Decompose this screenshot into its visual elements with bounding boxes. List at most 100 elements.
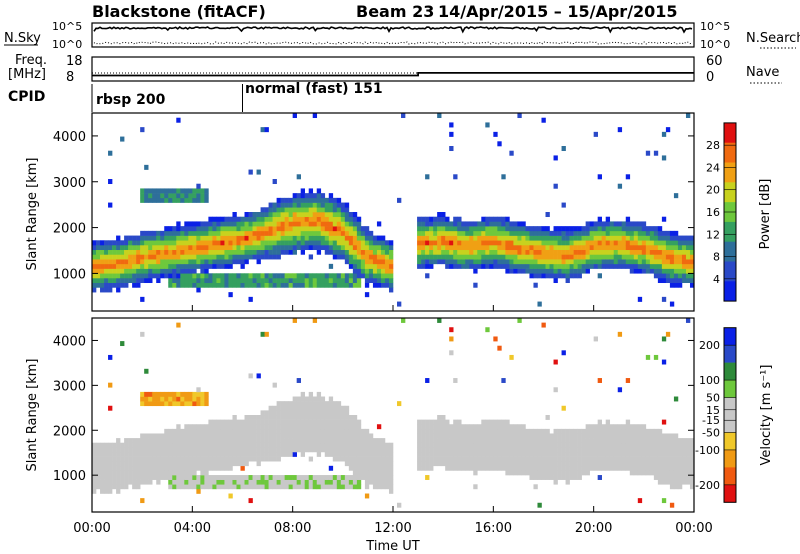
- power-cell: [689, 263, 695, 269]
- velocity-cell: [144, 451, 149, 457]
- power-cell: [148, 245, 153, 251]
- velocity-cell: [581, 442, 586, 448]
- velocity-cell: [300, 447, 305, 453]
- power-cell: [340, 202, 346, 208]
- power-cell: [252, 226, 257, 232]
- velocity-cell: [252, 428, 257, 434]
- power-cell: [388, 273, 394, 279]
- velocity-cell: [268, 405, 273, 411]
- power-cell: [172, 278, 177, 284]
- velocity-cell: [677, 456, 683, 462]
- power-cell: [320, 193, 326, 199]
- power-cell: [653, 245, 659, 251]
- power-cell: [372, 278, 378, 284]
- velocity-cell: [481, 465, 486, 471]
- velocity-cell: [156, 447, 161, 453]
- power-cell: [308, 202, 314, 208]
- velocity-cell: [188, 424, 193, 430]
- velocity-cell: [513, 424, 518, 430]
- power-cell: [445, 221, 450, 227]
- velocity-cell: [248, 442, 253, 448]
- power-cell: [268, 240, 273, 246]
- power-cell: [457, 263, 462, 269]
- velocity-cell: [360, 475, 366, 480]
- velocity-cell: [128, 456, 133, 462]
- power-cell: [501, 240, 506, 246]
- velocity-cell: [140, 465, 145, 471]
- velocity-cell: [172, 442, 177, 448]
- velocity-cell: [509, 447, 514, 453]
- power-cell: [332, 207, 338, 213]
- power-cell: [316, 202, 322, 208]
- velocity-cell: [469, 451, 474, 457]
- velocity-cell: [244, 419, 249, 425]
- velocity-cell: [156, 433, 161, 439]
- power-cell: [665, 268, 671, 274]
- power-cell: [541, 254, 546, 260]
- power-cell: [517, 240, 522, 246]
- power-cell: [685, 254, 691, 260]
- velocity-cell: [372, 475, 378, 480]
- velocity-cell: [128, 461, 133, 467]
- velocity-cell: [657, 451, 663, 457]
- velocity-cell: [445, 447, 450, 453]
- velocity-cell: [176, 475, 181, 480]
- power-cell: [224, 226, 229, 232]
- velocity-cell: [356, 419, 362, 425]
- velocity-cell: [292, 484, 297, 490]
- velocity-cell: [352, 484, 358, 490]
- velocity-cell: [248, 456, 253, 462]
- velocity-cell: [565, 470, 570, 476]
- colorbar-segment: [724, 162, 736, 183]
- power-cell: [376, 259, 382, 265]
- velocity-cell: [120, 442, 125, 448]
- power-cell: [585, 245, 590, 251]
- nsky-label: N.Sky: [4, 31, 41, 46]
- velocity-cell: [497, 465, 502, 471]
- velocity-cell: [429, 424, 434, 430]
- velocity-cell: [445, 438, 450, 444]
- power-cell: [196, 259, 201, 265]
- colorbar-tick-label: -15: [702, 414, 720, 427]
- power-cell: [557, 249, 562, 255]
- velocity-cell: [501, 447, 506, 453]
- velocity-cell: [633, 447, 639, 453]
- power-cell: [116, 268, 121, 274]
- velocity-cell: [681, 479, 687, 485]
- power-cell: [356, 249, 362, 255]
- power-cell: [304, 221, 310, 227]
- velocity-cell: [196, 479, 201, 485]
- velocity-cell: [320, 479, 326, 485]
- velocity-cell: [485, 327, 490, 333]
- power-cell: [140, 278, 145, 284]
- velocity-cell: [376, 456, 382, 462]
- velocity-cell: [92, 484, 97, 490]
- velocity-cell: [497, 447, 502, 453]
- power-cell: [577, 245, 582, 251]
- power-cell: [204, 193, 209, 199]
- velocity-cell: [689, 442, 695, 448]
- power-cell: [485, 221, 490, 227]
- power-cell: [228, 230, 233, 236]
- velocity-cell: [228, 479, 233, 485]
- velocity-cell: [577, 428, 582, 434]
- velocity-cell: [597, 433, 602, 439]
- nsearch-tick-top: 10^5: [700, 20, 730, 33]
- velocity-cell: [196, 391, 201, 397]
- power-cell: [621, 249, 627, 255]
- velocity-cell: [541, 428, 546, 434]
- velocity-cell: [348, 438, 354, 444]
- velocity-cell: [557, 428, 562, 434]
- power-cell: [453, 235, 458, 241]
- velocity-cell: [625, 428, 631, 434]
- power-cell: [465, 226, 470, 232]
- power-cell: [641, 235, 647, 241]
- power-cell: [228, 216, 233, 222]
- velocity-cell: [569, 451, 574, 457]
- power-cell: [268, 202, 273, 208]
- power-cell: [132, 273, 137, 279]
- power-cell: [260, 278, 265, 284]
- power-cell: [537, 235, 542, 241]
- velocity-cell: [509, 456, 514, 462]
